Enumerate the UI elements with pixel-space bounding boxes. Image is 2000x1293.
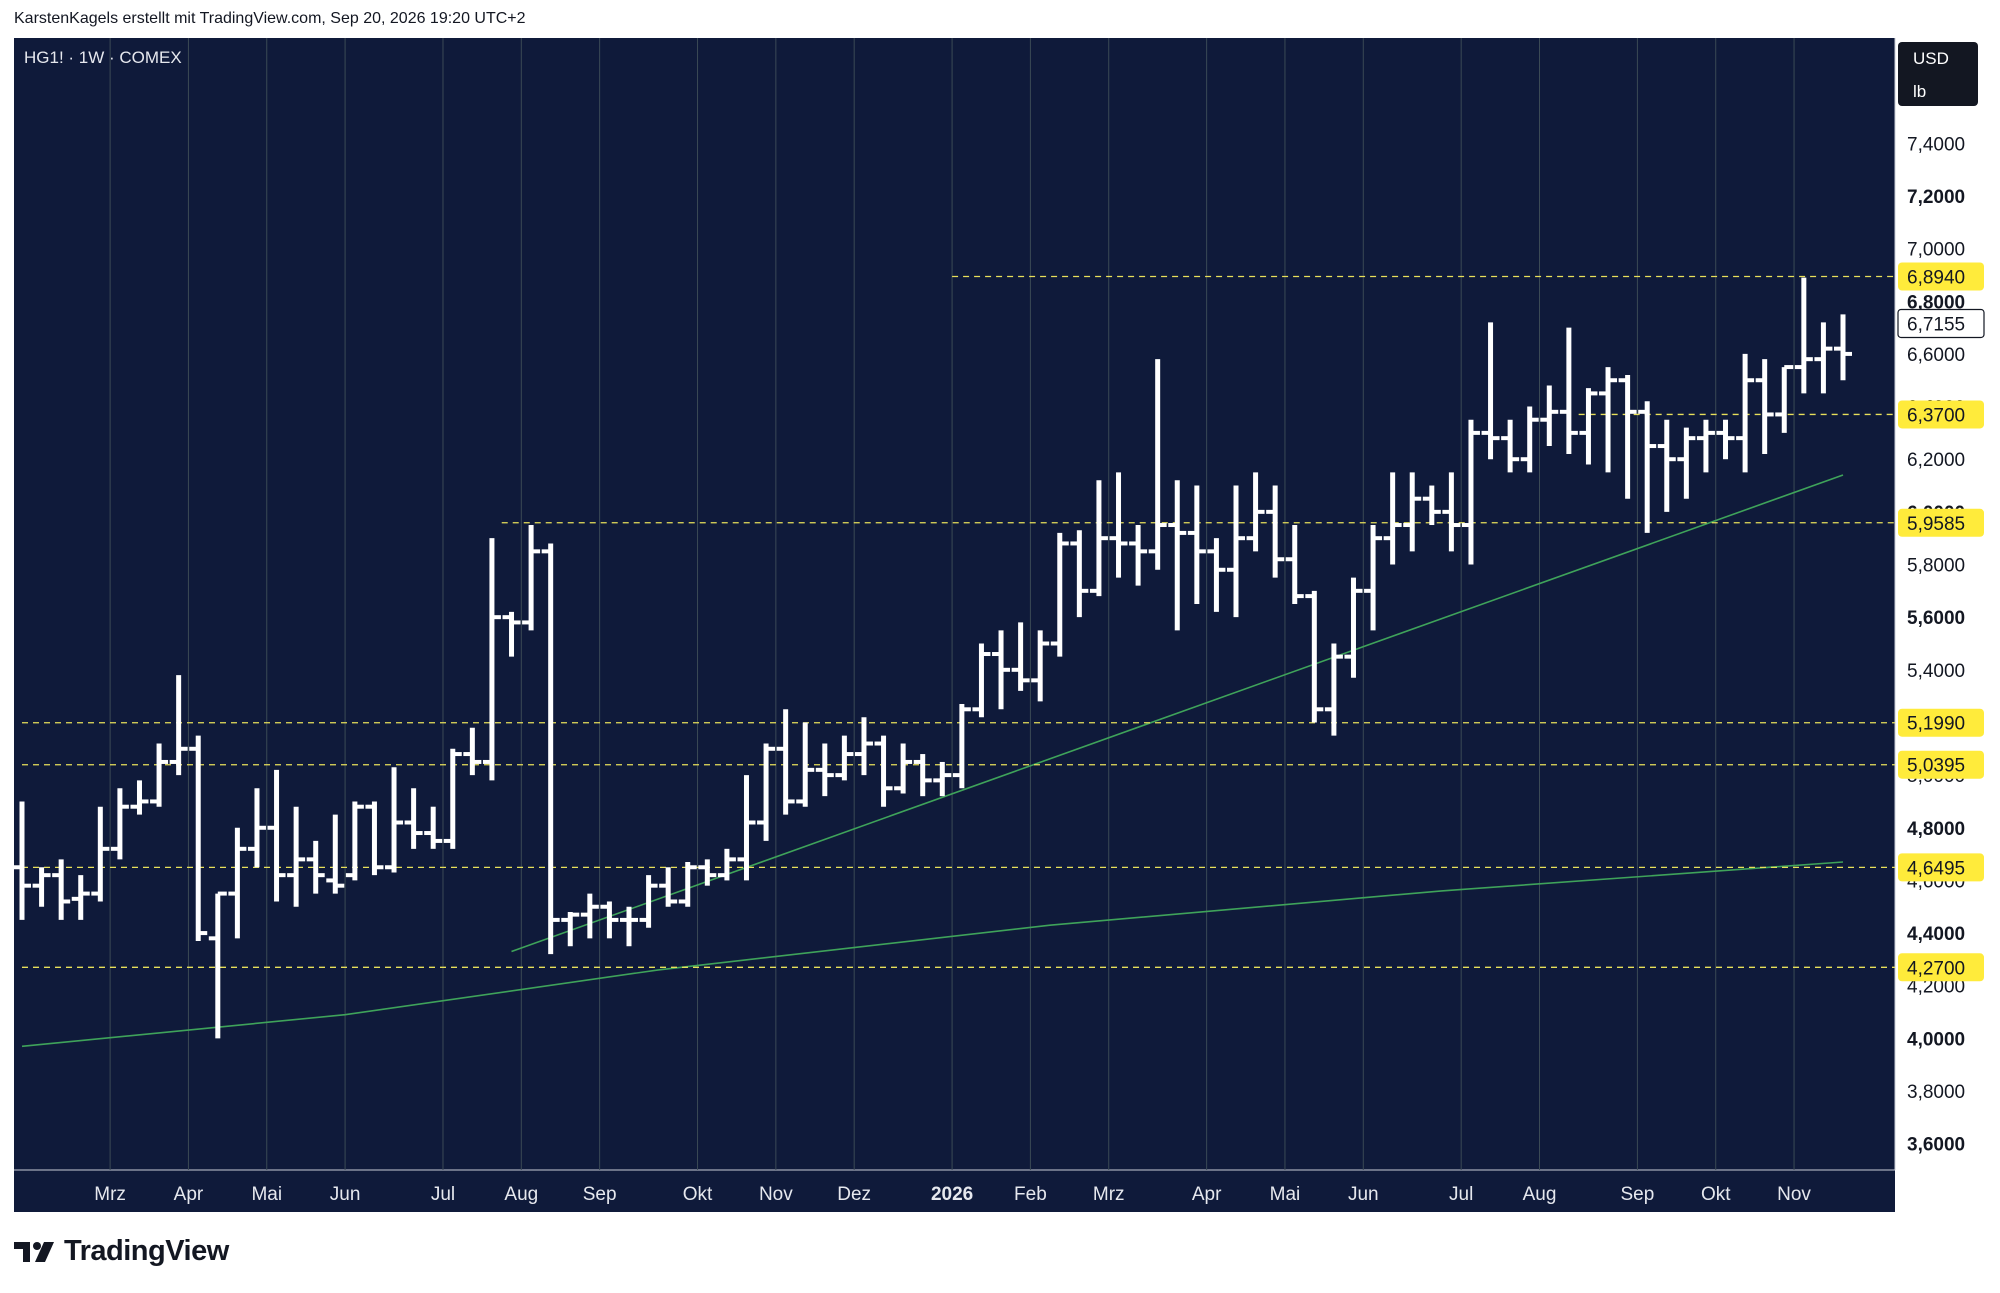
level-badge[interactable] bbox=[1898, 750, 1984, 779]
level-badge[interactable] bbox=[1898, 262, 1984, 291]
x-tick-label: Okt bbox=[683, 1184, 713, 1205]
x-tick-label: Mai bbox=[1270, 1184, 1301, 1205]
level-badge[interactable] bbox=[1898, 508, 1984, 537]
x-tick-label: Mrz bbox=[94, 1184, 126, 1205]
last-price-badge[interactable] bbox=[1897, 308, 1985, 339]
x-tick-label: Mrz bbox=[1093, 1184, 1125, 1205]
level-badge[interactable] bbox=[1898, 400, 1984, 429]
y-tick-label: 7,0000 bbox=[1907, 240, 1965, 261]
x-tick-label: Nov bbox=[759, 1184, 793, 1205]
x-tick-label: Nov bbox=[1777, 1184, 1811, 1205]
x-tick-label: 2026 bbox=[931, 1184, 973, 1205]
tradingview-logo-icon bbox=[14, 1241, 54, 1262]
y-tick-label: 4,0000 bbox=[1907, 1029, 1965, 1050]
y-tick-label: 6,6000 bbox=[1907, 345, 1965, 366]
y-tick-label: 7,2000 bbox=[1907, 187, 1965, 208]
x-tick-label: Feb bbox=[1014, 1184, 1047, 1205]
level-badge-label: 5,0395 bbox=[1907, 756, 1965, 777]
currency-label: USD bbox=[1913, 49, 1949, 68]
level-badge-label: 5,1990 bbox=[1907, 714, 1965, 735]
chart-credit: KarstenKagels erstellt mit TradingView.c… bbox=[14, 10, 526, 27]
level-badge-label: 4,6495 bbox=[1907, 858, 1965, 879]
x-tick-label: Okt bbox=[1701, 1184, 1731, 1205]
x-tick-label: Jul bbox=[1449, 1184, 1473, 1205]
trendline[interactable] bbox=[21, 861, 1844, 1048]
plot-background[interactable] bbox=[14, 38, 1895, 1170]
x-tick-label: Apr bbox=[174, 1184, 204, 1205]
last-price-label: 6,7155 bbox=[1907, 315, 1965, 336]
y-tick-label: 6,8000 bbox=[1907, 292, 1965, 313]
tradingview-logo[interactable]: TradingView bbox=[14, 1235, 229, 1268]
level-badge[interactable] bbox=[1898, 708, 1984, 737]
x-tick-label: Apr bbox=[1192, 1184, 1222, 1205]
level-badge[interactable] bbox=[1898, 853, 1984, 882]
y-tick-label: 7,4000 bbox=[1907, 134, 1965, 155]
x-tick-label: Aug bbox=[504, 1184, 538, 1205]
level-badge-label: 6,8940 bbox=[1907, 268, 1965, 289]
level-badge-label: 5,9585 bbox=[1907, 514, 1965, 535]
level-badge[interactable] bbox=[1898, 953, 1984, 982]
symbol-label: HG1! · 1W · COMEX bbox=[24, 48, 182, 67]
x-tick-label: Sep bbox=[1620, 1184, 1654, 1205]
level-badge-label: 4,2700 bbox=[1907, 958, 1965, 979]
y-tick-label: 5,6000 bbox=[1907, 608, 1965, 629]
currency-unit-box[interactable] bbox=[1898, 42, 1978, 106]
y-tick-label: 4,8000 bbox=[1907, 819, 1965, 840]
x-tick-label: Jun bbox=[330, 1184, 361, 1205]
y-tick-label: 4,2000 bbox=[1907, 977, 1965, 998]
level-badge-label: 6,3700 bbox=[1907, 405, 1965, 426]
y-tick-label: 5,8000 bbox=[1907, 556, 1965, 577]
tradingview-brand: TradingView bbox=[64, 1235, 229, 1267]
x-tick-label: Mai bbox=[251, 1184, 282, 1205]
x-tick-label: Aug bbox=[1523, 1184, 1557, 1205]
x-tick-label: Dez bbox=[837, 1184, 871, 1205]
y-tick-label: 4,4000 bbox=[1907, 924, 1965, 945]
x-tick-label: Sep bbox=[583, 1184, 617, 1205]
y-tick-label: 5,4000 bbox=[1907, 661, 1965, 682]
x-tick-label: Jun bbox=[1348, 1184, 1379, 1205]
y-tick-label: 6,2000 bbox=[1907, 450, 1965, 471]
price-axis-panel[interactable] bbox=[1895, 38, 1990, 1212]
unit-label: lb bbox=[1913, 82, 1926, 101]
trendline[interactable] bbox=[511, 474, 1844, 953]
y-tick-label: 3,8000 bbox=[1907, 1082, 1965, 1103]
time-axis-band[interactable] bbox=[14, 1170, 1895, 1212]
y-tick-label: 3,6000 bbox=[1907, 1135, 1965, 1156]
x-tick-label: Jul bbox=[431, 1184, 455, 1205]
